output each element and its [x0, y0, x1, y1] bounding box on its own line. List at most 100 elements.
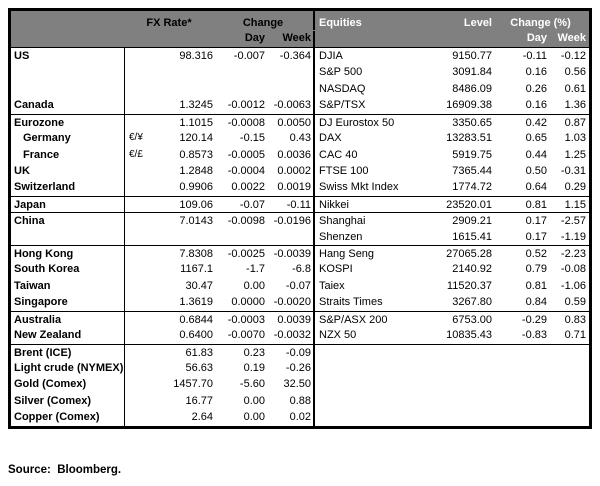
section-divider [313, 97, 315, 114]
fx-rate-value: 98.316 [179, 50, 213, 62]
fx-rate-value: 1.3619 [179, 296, 213, 309]
fx-week-change: -0.364 [279, 50, 311, 62]
header-row-1: FX Rate* Change Equities Level Change (%… [11, 11, 589, 31]
country-label: US [11, 48, 125, 65]
fx-week-change: -0.09 [285, 346, 311, 359]
country-label: UK [11, 162, 125, 180]
equity-level [435, 345, 492, 360]
fx-day-change: -0.0025 [227, 248, 265, 261]
fx-day-change: -0.0003 [227, 313, 265, 326]
equity-week-change: -1.19 [560, 230, 586, 243]
equity-week-change: 1.15 [564, 198, 586, 211]
equity-level: 6753.00 [452, 313, 492, 326]
fx-pair-symbol [125, 246, 155, 261]
equity-name: NASDAQ [319, 82, 366, 95]
header-fx-week: Week [282, 32, 311, 44]
equity-level: 3091.84 [452, 66, 492, 79]
equity-name: DJ Eurostox 50 [319, 116, 395, 129]
country-label: Brent (ICE) [11, 344, 125, 361]
equity-week-change: 0.61 [564, 82, 586, 95]
fx-pair-symbol [125, 376, 155, 392]
equity-level: 2140.92 [452, 263, 492, 276]
header-change: Change [242, 17, 284, 29]
country-label: Taiwan [11, 277, 125, 295]
equity-name: FTSE 100 [319, 164, 369, 177]
fx-week-change: -0.0020 [273, 296, 311, 309]
equity-day-change: 0.26 [525, 82, 547, 95]
equity-name: Nikkei [319, 198, 349, 211]
section-divider [313, 179, 315, 196]
country-label: Canada [11, 97, 125, 114]
fx-day-change: -0.007 [233, 50, 265, 62]
equity-level: 1615.41 [452, 230, 492, 243]
fx-rate-value: 61.83 [185, 346, 213, 359]
fx-week-change: -0.11 [286, 198, 311, 211]
equity-day-change: 0.44 [525, 148, 547, 161]
table-row: New Zealand 0.6400 -0.0070 -0.0032 NZX 50 108… [11, 327, 589, 344]
fx-pair-symbol [125, 278, 155, 294]
table-row: Gold (Comex) 1457.70 -5.60 32.50 [11, 376, 589, 393]
equity-week-change: -0.08 [560, 263, 586, 276]
country-label: Eurozone [11, 114, 125, 131]
fx-week-change: -0.0196 [273, 215, 311, 228]
country-label: Hong Kong [11, 246, 125, 262]
equity-week-change: 1.36 [564, 99, 586, 112]
equity-day-change [492, 393, 547, 409]
equity-week-change: 0.87 [564, 116, 586, 129]
equity-level: 16909.38 [446, 99, 492, 112]
fx-rate-value [155, 229, 213, 245]
country-label: Singapore [11, 294, 125, 311]
section-divider [313, 196, 315, 213]
equity-day-change: 0.81 [525, 198, 547, 211]
section-divider [313, 277, 315, 295]
country-label [11, 64, 125, 81]
equity-week-change: -1.06 [560, 279, 586, 292]
section-divider [313, 146, 315, 163]
country-label: Germany [11, 130, 125, 147]
equity-level [435, 409, 492, 425]
fx-day-change: -0.0008 [227, 116, 265, 129]
equity-name: DJIA [319, 50, 343, 62]
header-equity-week: Week [557, 32, 586, 44]
fx-rate-value [155, 81, 213, 97]
equity-level: 10835.43 [446, 329, 492, 342]
section-divider [313, 409, 315, 426]
header-row-2: Day Week Day Week [11, 31, 589, 47]
fx-week-change: -0.0063 [273, 99, 311, 112]
equity-level [435, 393, 492, 409]
table-row: South Korea 1167.1 -1.7 -6.8 KOSPI 2140.92 0.7… [11, 261, 589, 278]
fx-day-change: 0.19 [243, 362, 265, 375]
fx-pair-symbol [125, 97, 155, 113]
equity-day-change: 0.52 [525, 248, 547, 261]
equity-level: 3267.80 [452, 296, 492, 309]
fx-week-change: 0.0039 [277, 313, 311, 326]
equity-level: 5919.75 [452, 148, 492, 161]
equity-level: 9150.77 [452, 50, 492, 62]
fx-day-change: -0.0005 [227, 148, 265, 161]
country-label: France [11, 146, 125, 163]
fx-day-change: -0.0004 [227, 164, 265, 177]
section-divider [313, 294, 315, 311]
equity-name: S&P/TSX [319, 99, 366, 112]
fx-rate-value: 56.63 [185, 362, 213, 375]
table-row: UK 1.2848 -0.0004 0.0002 FTSE 100 7365.44 0.50… [11, 162, 589, 180]
fx-day-change [213, 64, 265, 80]
section-divider [313, 31, 315, 47]
section-divider [313, 11, 315, 30]
fx-pair-symbol [125, 327, 155, 343]
header-fx-day: Day [244, 32, 265, 44]
fx-week-change: -0.26 [285, 362, 311, 375]
table-row: Japan 109.06 -0.07 -0.11 Nikkei 23520.01 0.81 1… [11, 195, 589, 213]
equity-week-change: 0.29 [564, 181, 586, 194]
equity-name [315, 376, 435, 392]
equity-day-change [492, 409, 547, 425]
table-row: Copper (Comex) 2.64 0.00 0.02 [11, 409, 589, 426]
equity-day-change: -0.29 [521, 313, 547, 326]
source-note: Source: Bloomberg. [8, 464, 122, 476]
table-row: Singapore 1.3619 0.0000 -0.0020 Straits Time… [11, 294, 589, 311]
fx-rate-value: 1.3245 [179, 99, 213, 112]
fx-pair-symbol [125, 312, 155, 327]
section-divider [313, 392, 315, 410]
table-row: S&P 500 3091.84 0.16 0.56 [11, 64, 589, 81]
